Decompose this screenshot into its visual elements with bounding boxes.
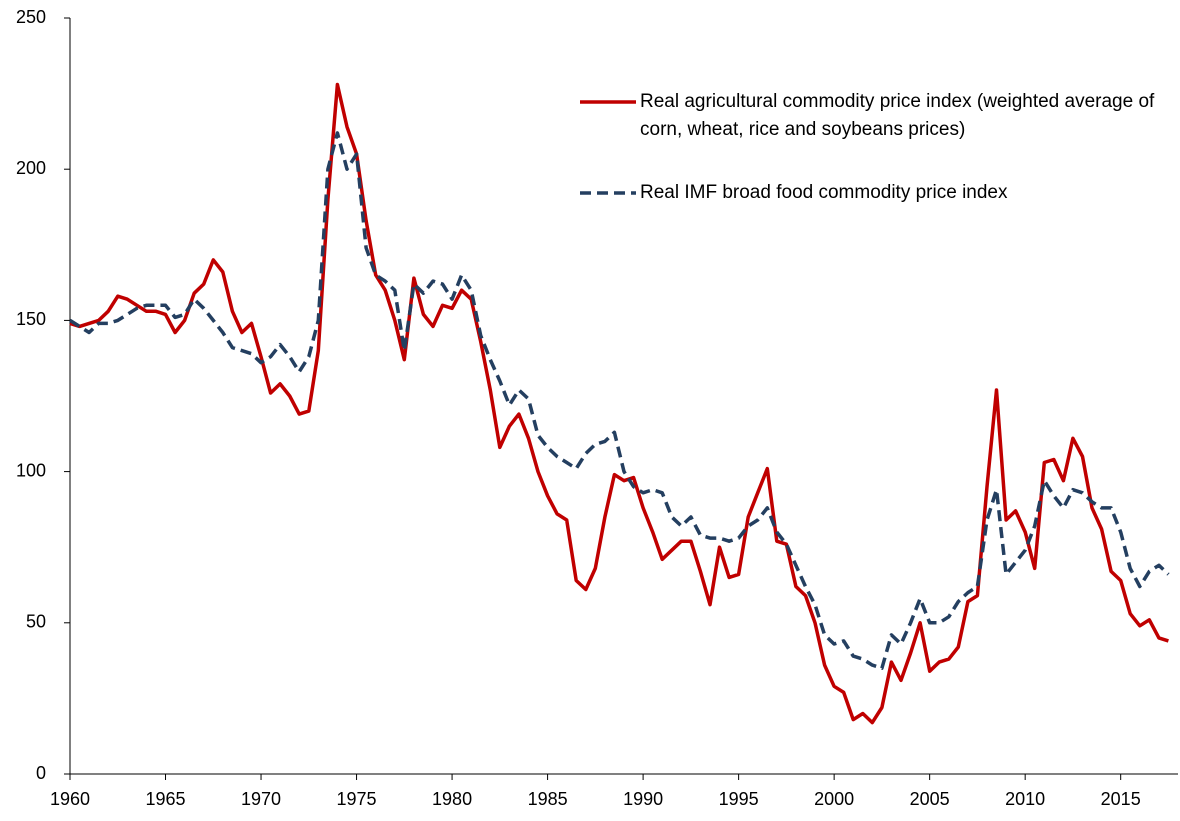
y-tick-label: 200 — [16, 158, 46, 178]
legend-label: Real IMF broad food commodity price inde… — [640, 182, 1008, 203]
x-tick-label: 1995 — [719, 789, 759, 809]
y-tick-label: 0 — [36, 763, 46, 783]
y-tick-label: 150 — [16, 309, 46, 329]
x-tick-label: 2005 — [910, 789, 950, 809]
y-tick-label: 50 — [26, 612, 46, 632]
x-tick-label: 1965 — [145, 789, 185, 809]
x-tick-label: 2010 — [1005, 789, 1045, 809]
series-line — [69, 131, 1170, 670]
x-tick-label: 1990 — [623, 789, 663, 809]
x-tick-label: 1980 — [432, 789, 472, 809]
x-tick-label: 1975 — [337, 789, 377, 809]
series-line — [69, 82, 1169, 725]
x-tick-label: 1960 — [50, 789, 90, 809]
y-tick-label: 100 — [16, 460, 46, 480]
x-tick-label: 1970 — [241, 789, 281, 809]
x-tick-label: 2000 — [814, 789, 854, 809]
legend-label: Real agricultural commodity price index … — [640, 91, 1155, 140]
x-tick-label: 2015 — [1101, 789, 1141, 809]
y-tick-label: 250 — [16, 7, 46, 27]
x-tick-label: 1985 — [528, 789, 568, 809]
